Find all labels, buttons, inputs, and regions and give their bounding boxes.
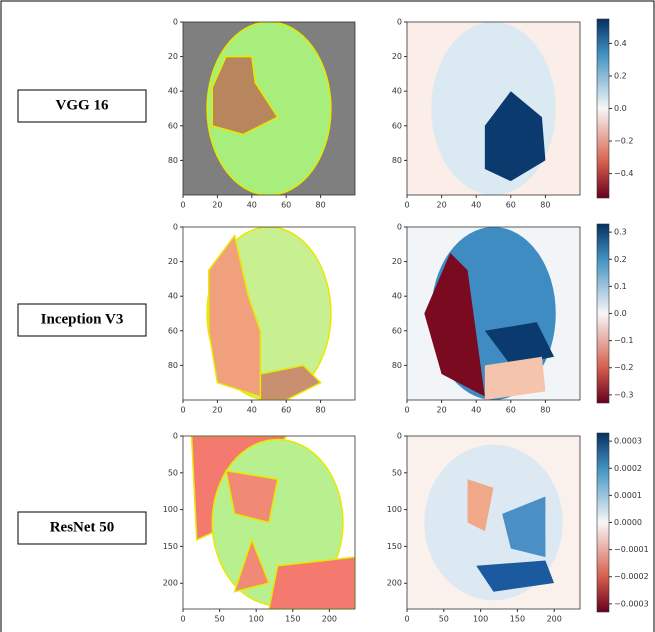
x-tick-label: 200	[322, 615, 337, 624]
x-tick-label: 0	[180, 615, 185, 624]
x-tick-label: 200	[547, 615, 562, 624]
x-tick-label: 150	[285, 615, 300, 624]
colorbar-tick-label: −0.3	[614, 390, 633, 399]
colorbar-tick-label: 0.0000	[614, 518, 642, 527]
y-tick-label: 0	[397, 432, 402, 441]
y-tick-label: 100	[387, 505, 402, 514]
picture	[183, 22, 355, 195]
colorbar	[597, 433, 609, 612]
y-tick-label: 80	[392, 156, 402, 165]
colorbar-tick-label: −0.2	[614, 137, 633, 146]
colorbar-tick-label: 0.2	[614, 71, 627, 80]
colorbar-tick-label: −0.1	[614, 336, 633, 345]
colorbar-tick-label: 0.2	[614, 255, 627, 264]
y-tick-label: 0	[173, 432, 178, 441]
y-tick-label: 60	[168, 326, 178, 335]
x-tick-label: 20	[437, 406, 447, 415]
x-tick-label: 0	[180, 406, 185, 415]
picture	[407, 227, 580, 400]
region	[269, 557, 355, 609]
colorbar-tick-label: −0.0001	[614, 545, 649, 554]
x-tick-label: 40	[247, 201, 257, 210]
x-tick-label: 80	[540, 201, 550, 210]
colorbar-tick-label: −0.0003	[614, 599, 649, 608]
y-tick-label: 60	[168, 121, 178, 130]
y-tick-label: 100	[163, 505, 178, 514]
x-tick-label: 150	[510, 615, 525, 624]
x-tick-label: 80	[316, 406, 326, 415]
y-tick-label: 60	[392, 121, 402, 130]
x-tick-label: 40	[247, 406, 257, 415]
x-tick-label: 20	[437, 201, 447, 210]
picture	[183, 227, 355, 400]
picture	[183, 436, 355, 609]
y-tick-label: 80	[392, 361, 402, 370]
y-tick-label: 0	[173, 18, 178, 27]
y-tick-label: 80	[168, 156, 178, 165]
y-tick-label: 50	[392, 468, 402, 477]
y-tick-label: 40	[392, 87, 402, 96]
y-tick-label: 0	[397, 223, 402, 232]
row-label: Inception V3	[41, 311, 124, 327]
colorbar-tick-label: −0.4	[614, 169, 633, 178]
picture	[407, 22, 580, 195]
colorbar	[597, 224, 609, 403]
y-tick-label: 200	[387, 579, 402, 588]
x-tick-label: 100	[249, 615, 264, 624]
x-tick-label: 60	[281, 406, 291, 415]
colorbar-tick-label: 0.4	[614, 39, 627, 48]
colorbar-tick-label: 0.0	[614, 104, 627, 113]
colorbar-tick-label: 0.0	[614, 309, 627, 318]
y-tick-label: 80	[168, 361, 178, 370]
x-tick-label: 80	[540, 406, 550, 415]
y-tick-label: 20	[168, 52, 178, 61]
colorbar	[597, 19, 609, 198]
picture	[407, 436, 580, 609]
figure: VGG 16 0 20 40 60 80 0 20 40 60 80 0 20 40 60 80 0 20 40 60…	[0, 0, 655, 632]
x-tick-label: 40	[471, 201, 481, 210]
x-tick-label: 60	[506, 406, 516, 415]
x-tick-label: 50	[215, 615, 225, 624]
x-tick-label: 40	[471, 406, 481, 415]
x-tick-label: 0	[404, 615, 409, 624]
y-tick-label: 40	[168, 87, 178, 96]
y-tick-label: 150	[163, 542, 178, 551]
colorbar-tick-label: 0.0001	[614, 491, 642, 500]
colorbar-tick-label: −0.0002	[614, 572, 649, 581]
y-tick-label: 20	[168, 257, 178, 266]
x-tick-label: 60	[281, 201, 291, 210]
x-tick-label: 80	[316, 201, 326, 210]
row-label: VGG 16	[56, 97, 109, 113]
x-tick-label: 60	[506, 201, 516, 210]
y-tick-label: 0	[397, 18, 402, 27]
colorbar-tick-label: 0.0002	[614, 464, 642, 473]
y-tick-label: 200	[163, 579, 178, 588]
y-tick-label: 60	[392, 326, 402, 335]
x-tick-label: 0	[404, 201, 409, 210]
row-label: ResNet 50	[50, 519, 115, 535]
y-tick-label: 20	[392, 257, 402, 266]
x-tick-label: 0	[404, 406, 409, 415]
x-tick-label: 50	[439, 615, 449, 624]
y-tick-label: 50	[168, 468, 178, 477]
colorbar-tick-label: 0.0003	[614, 437, 642, 446]
y-tick-label: 0	[173, 223, 178, 232]
x-tick-label: 100	[473, 615, 488, 624]
y-tick-label: 40	[392, 292, 402, 301]
x-tick-label: 0	[180, 201, 185, 210]
colorbar-tick-label: 0.3	[614, 228, 627, 237]
x-tick-label: 20	[212, 406, 222, 415]
colorbar-tick-label: −0.2	[614, 363, 633, 372]
y-tick-label: 150	[387, 542, 402, 551]
y-tick-label: 20	[392, 52, 402, 61]
x-tick-label: 20	[212, 201, 222, 210]
colorbar-tick-label: 0.1	[614, 282, 627, 291]
y-tick-label: 40	[168, 292, 178, 301]
